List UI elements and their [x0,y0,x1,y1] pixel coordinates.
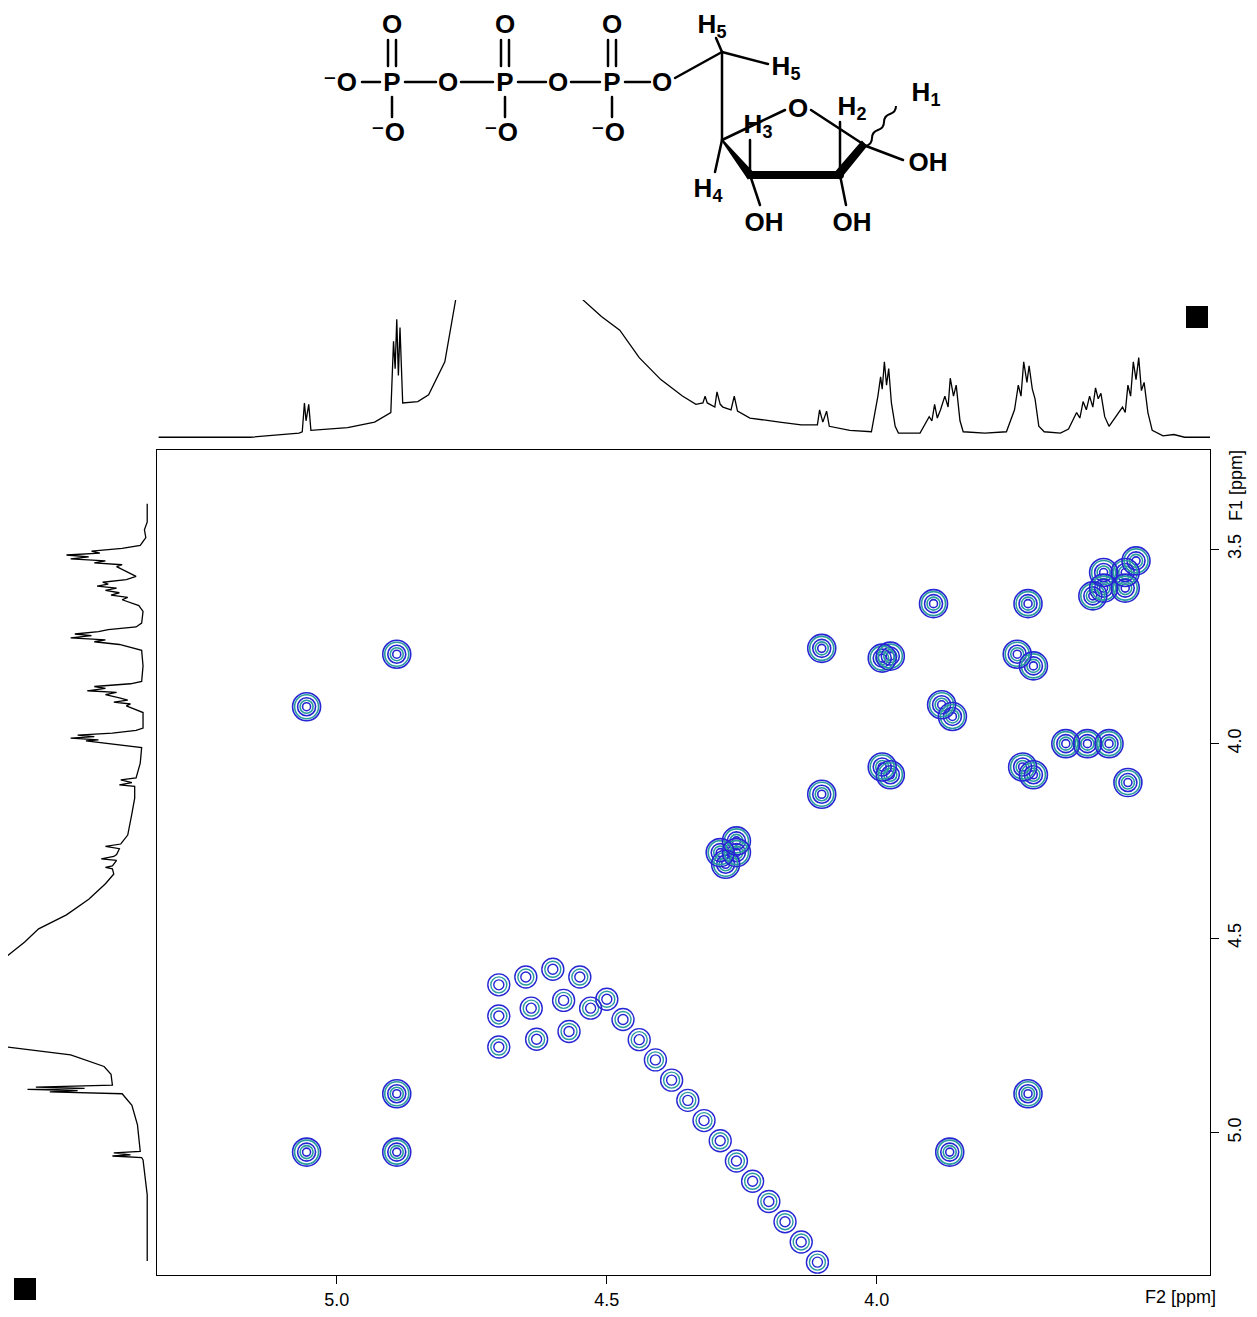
svg-text:H3: H3 [744,109,773,142]
svg-text:⁻O: ⁻O [323,67,357,97]
svg-text:OH: OH [745,207,784,237]
svg-text:O: O [602,9,622,39]
svg-text:P: P [383,67,400,97]
svg-text:O: O [788,93,808,123]
svg-text:⁻O: ⁻O [371,117,405,147]
svg-text:H5: H5 [772,51,801,84]
svg-text:4.0: 4.0 [1225,728,1245,753]
svg-text:⁻O: ⁻O [591,117,625,147]
svg-text:P: P [496,67,513,97]
svg-text:H2: H2 [838,91,867,124]
svg-text:O: O [438,67,458,97]
svg-text:5.0: 5.0 [1225,1117,1245,1142]
svg-text:⁻O: ⁻O [484,117,518,147]
svg-text:F2 [ppm]: F2 [ppm] [1145,1287,1216,1307]
svg-text:F1 [ppm]: F1 [ppm] [1226,450,1246,521]
svg-text:H1: H1 [912,77,941,110]
svg-text:4.5: 4.5 [1225,923,1245,948]
svg-text:H5: H5 [698,9,727,42]
svg-text:5.0: 5.0 [324,1290,349,1310]
svg-text:H4: H4 [694,173,723,206]
svg-text:O: O [382,9,402,39]
svg-text:OH: OH [833,207,872,237]
svg-text:P: P [603,67,620,97]
svg-text:4.5: 4.5 [594,1290,619,1310]
svg-text:O: O [548,67,568,97]
svg-text:OH: OH [909,147,948,177]
svg-text:3.5: 3.5 [1225,534,1245,559]
svg-text:4.0: 4.0 [864,1290,889,1310]
svg-text:O: O [495,9,515,39]
svg-text:O: O [652,67,672,97]
